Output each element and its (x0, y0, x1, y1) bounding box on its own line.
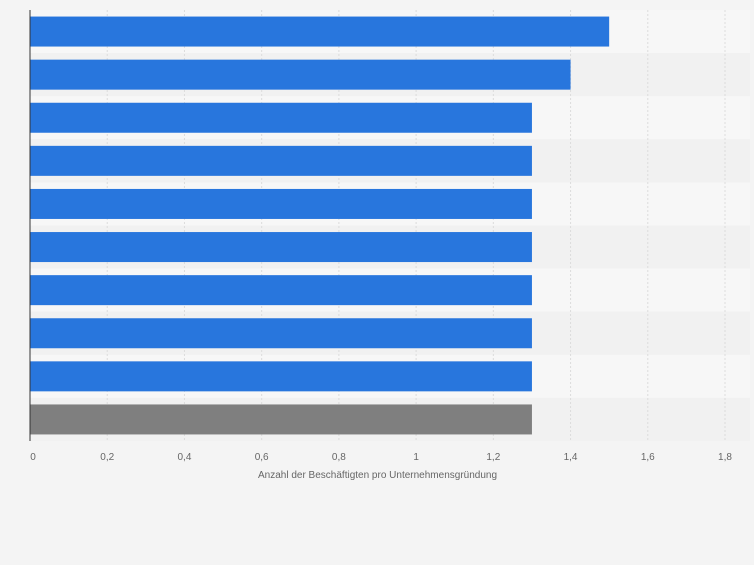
x-tick-label: 0,2 (100, 452, 114, 463)
x-tick-label: 1 (413, 452, 419, 463)
x-tick-label: 0,4 (177, 452, 191, 463)
x-tick-label: 1,6 (641, 452, 655, 463)
x-axis-label: Anzahl der Beschäftigten pro Unternehmen… (258, 470, 497, 481)
bar (30, 145, 532, 176)
bars (30, 16, 610, 435)
x-tick-label: 0 (30, 452, 36, 463)
bar (30, 404, 532, 435)
bar (30, 59, 571, 90)
x-tick-label: 0,8 (332, 452, 346, 463)
bar (30, 188, 532, 219)
bar (30, 232, 532, 263)
bar (30, 102, 532, 133)
bar (30, 275, 532, 306)
bar (30, 16, 610, 47)
x-axis-ticks: 0 0,2 0,4 0,6 0,8 1 1,2 1,4 1,6 1,8 (30, 452, 732, 463)
bar (30, 318, 532, 349)
x-tick-label: 1,4 (564, 452, 578, 463)
bar (30, 361, 532, 392)
x-tick-label: 0,6 (255, 452, 269, 463)
x-tick-label: 1,2 (486, 452, 500, 463)
x-tick-label: 1,8 (718, 452, 732, 463)
